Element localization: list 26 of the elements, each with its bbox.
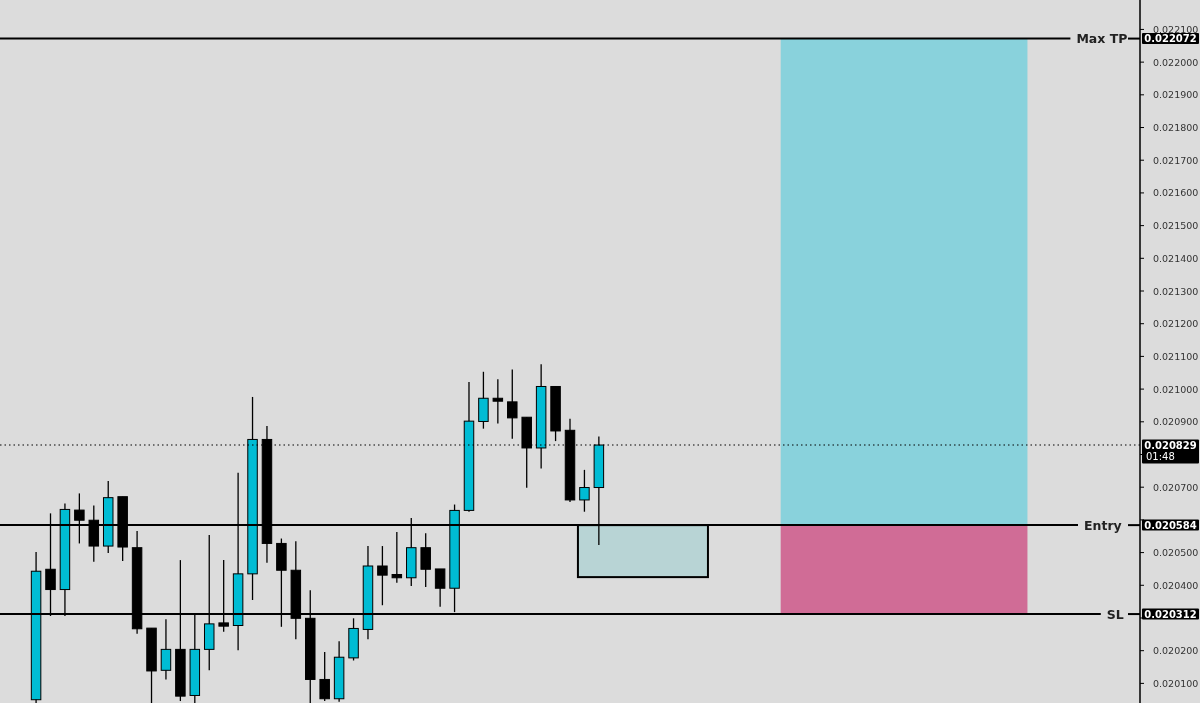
- y-tick-label: 0.020100: [1153, 677, 1199, 689]
- ref-line-label: Max TP: [1076, 31, 1128, 47]
- text: 0.020584: [1144, 519, 1197, 531]
- text: 0.022072: [1144, 33, 1197, 45]
- y-tick-label: 0.021600: [1153, 187, 1199, 199]
- y-tick-label: 0.020900: [1153, 416, 1199, 428]
- y-tick-label: 0.021500: [1153, 220, 1199, 232]
- y-tick-label: 0.020400: [1153, 579, 1199, 591]
- y-tick-label: 0.020700: [1153, 481, 1199, 493]
- y-tick-label: 0.021000: [1153, 383, 1199, 395]
- text: 0.020312: [1144, 608, 1197, 620]
- y-tick-label: 0.022100: [1153, 23, 1199, 35]
- y-tick-label: 0.020200: [1153, 645, 1199, 657]
- text: 01:48: [1146, 451, 1175, 463]
- y-tick-label: 0.020500: [1153, 547, 1199, 559]
- y-tick-label: 0.021900: [1153, 89, 1199, 101]
- y-tick-label: 0.021800: [1153, 122, 1199, 134]
- y-tick-label: 0.021400: [1153, 252, 1199, 264]
- ref-line-label: SL: [1106, 606, 1124, 622]
- ref-line-label: Entry: [1084, 517, 1122, 533]
- y-tick-label: 0.022000: [1153, 56, 1199, 68]
- text: 0.020829: [1144, 439, 1197, 451]
- y-tick-label: 0.021300: [1153, 285, 1199, 297]
- y-tick-label: 0.021100: [1153, 350, 1199, 362]
- y-tick-label: 0.021200: [1153, 318, 1199, 330]
- y-tick-label: 0.021700: [1153, 154, 1199, 166]
